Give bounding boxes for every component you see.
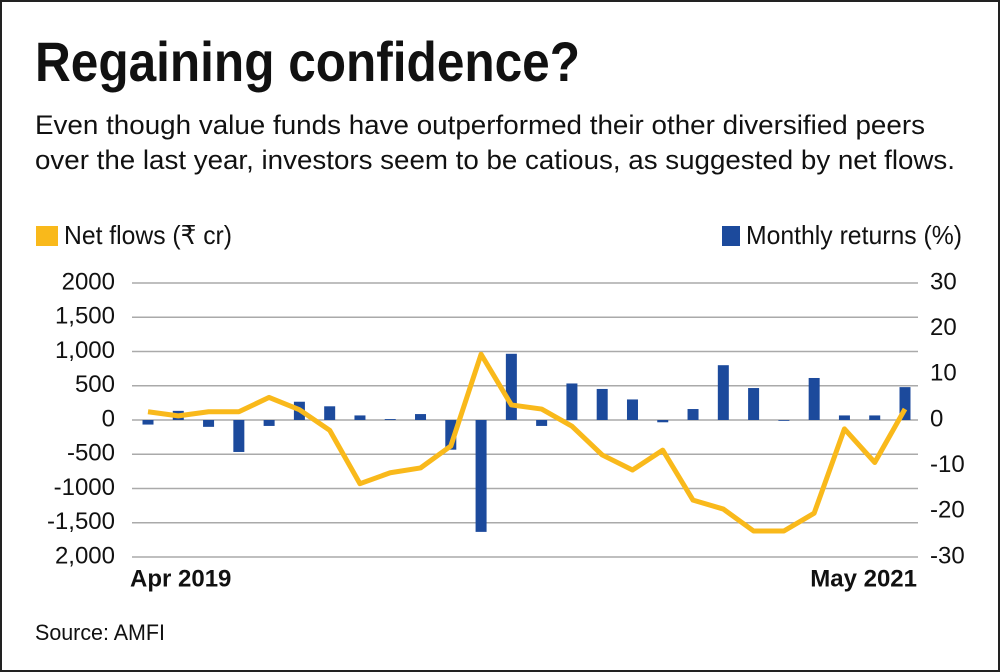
x-tick-label: May 2021 xyxy=(810,565,917,592)
bar xyxy=(384,419,396,420)
bar xyxy=(445,420,457,450)
bar xyxy=(778,420,790,421)
y2-tick-label: 30 xyxy=(930,268,957,295)
bar xyxy=(415,414,427,420)
y2-tick-label: 10 xyxy=(930,360,957,387)
y-tick-label: 2,000 xyxy=(55,542,115,569)
y-tick-label: 500 xyxy=(75,371,115,398)
bar xyxy=(748,388,760,420)
chart-title: Regaining confidence? xyxy=(35,30,580,93)
chart-subtitle: over the last year, investors seem to be… xyxy=(35,145,955,175)
y-tick-label: -500 xyxy=(67,440,115,467)
bar xyxy=(657,420,669,423)
bar xyxy=(142,420,154,425)
y-tick-label: -1000 xyxy=(54,474,115,501)
bar xyxy=(899,387,911,420)
legend-swatch xyxy=(36,226,58,246)
bar xyxy=(354,415,366,420)
y-tick-label: 1,000 xyxy=(55,337,115,364)
bar xyxy=(475,420,487,532)
source-note: Source: AMFI xyxy=(35,620,165,645)
bar xyxy=(233,420,245,452)
chart-subtitle: Even though value funds have outperforme… xyxy=(35,110,925,140)
y2-tick-label: 20 xyxy=(930,314,957,341)
legend-swatch xyxy=(722,226,740,246)
x-tick-label: Apr 2019 xyxy=(130,565,231,592)
bar xyxy=(838,415,850,420)
bar xyxy=(324,406,336,420)
line xyxy=(147,351,908,534)
y2-tick-label: -30 xyxy=(930,542,965,569)
y-tick-label: -1,500 xyxy=(47,508,115,535)
bar xyxy=(869,415,881,420)
bar xyxy=(808,377,820,420)
bar xyxy=(263,420,275,426)
y-tick-label: 0 xyxy=(102,405,115,432)
y2-tick-label: 0 xyxy=(930,405,943,432)
bar xyxy=(566,383,578,420)
legend-label: Monthly returns (%) xyxy=(746,220,962,250)
y2-tick-label: -10 xyxy=(930,451,965,478)
bar xyxy=(626,399,638,420)
legend-label: Net flows (₹ cr) xyxy=(64,220,232,250)
bar xyxy=(505,353,517,420)
bar xyxy=(203,420,215,427)
bar xyxy=(536,420,548,426)
bar xyxy=(687,409,699,420)
y-tick-label: 2000 xyxy=(62,268,115,295)
y2-tick-label: -20 xyxy=(930,497,965,524)
y-tick-label: 1,500 xyxy=(55,303,115,330)
bar xyxy=(717,365,729,420)
bar xyxy=(596,388,608,420)
